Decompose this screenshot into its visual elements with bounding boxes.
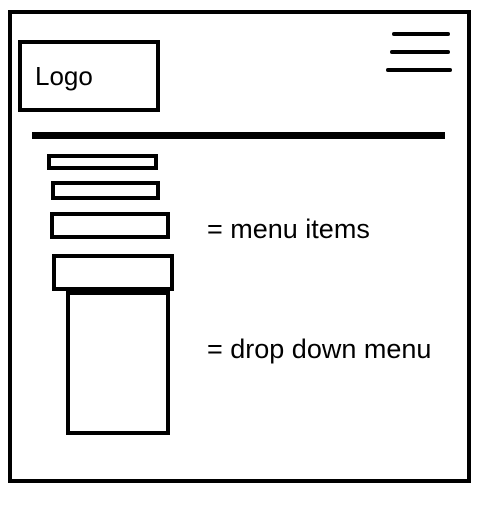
page-frame [8,10,471,483]
menu-item-3[interactable] [50,212,170,239]
menu-item-1[interactable] [47,154,158,170]
dropdown-menu[interactable] [66,291,170,435]
hamburger-bar-bottom [386,68,452,72]
logo[interactable]: Logo [18,40,160,112]
menu-item-2[interactable] [51,181,160,200]
logo-text: Logo [35,61,93,91]
menu-items-label: = menu items [207,214,370,244]
hamburger-bar-middle [390,50,450,54]
menu-item-4[interactable] [52,254,174,291]
header-divider [32,132,445,139]
hamburger-bar-top [392,32,450,36]
dropdown-menu-label: = drop down menu [207,334,432,364]
hamburger-menu-icon[interactable] [386,30,452,76]
